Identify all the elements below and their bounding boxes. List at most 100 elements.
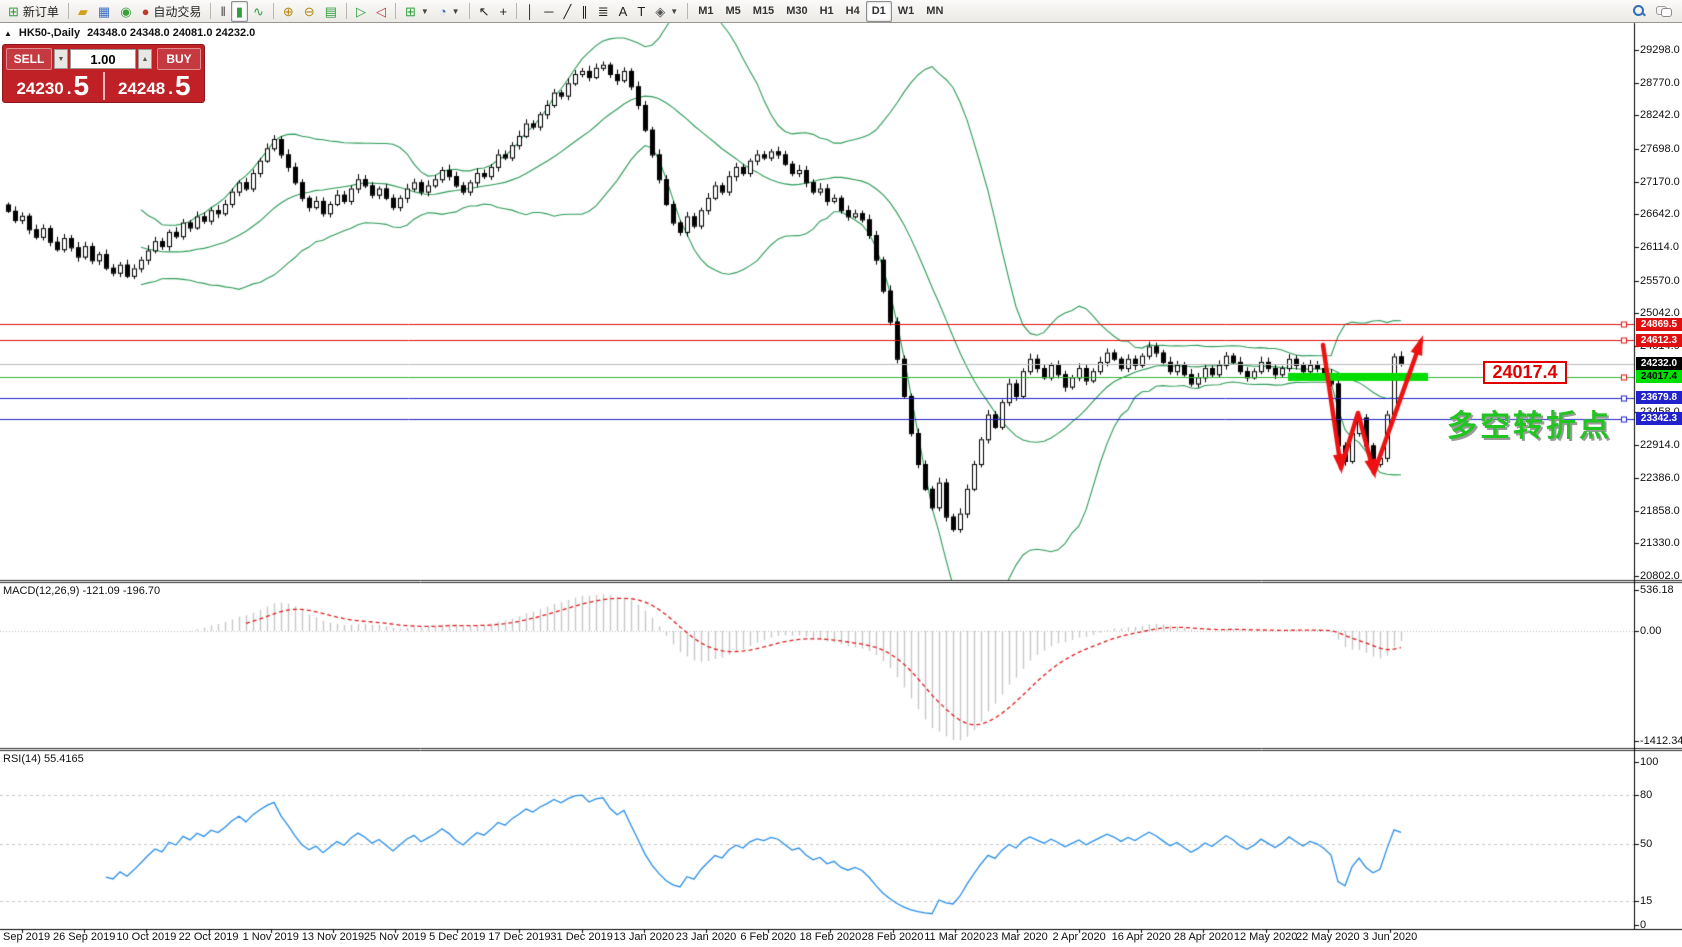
price-axis-tick: 22386.0	[1640, 471, 1680, 484]
new-order-button-label: 新订单	[22, 4, 59, 19]
date-axis-label: 25 Nov 2019	[363, 931, 427, 943]
date-axis-label: 18 Feb 2020	[799, 931, 862, 943]
timeframe-w1[interactable]: W1	[897, 5, 915, 17]
line-chart-icon-glyph: ∿	[252, 3, 264, 19]
crosshair-icon[interactable]: +	[495, 1, 513, 22]
macd-axis-tick: 536.18	[1640, 584, 1674, 596]
date-axis-label: 31 Dec 2019	[550, 931, 613, 943]
date-axis-label: 17 Dec 2019	[488, 931, 551, 943]
line-chart-icon[interactable]: ∿	[248, 1, 269, 22]
price-level-badge: 24612.3	[1636, 333, 1682, 347]
signal-icon[interactable]: ◉	[115, 1, 136, 22]
chat-icon[interactable]	[1656, 5, 1672, 17]
label-tool-icon[interactable]: T	[632, 1, 650, 22]
volume-decrease-button[interactable]: ▼	[54, 49, 68, 69]
volume-increase-button[interactable]: ▲	[138, 49, 152, 69]
toolbar-right-group	[1633, 4, 1672, 18]
date-axis-label: 28 Apr 2020	[1173, 931, 1234, 943]
timeframe-mn[interactable]: MN	[926, 5, 944, 17]
date-axis-label: 10 Oct 2019	[116, 931, 177, 943]
timeframe-m5[interactable]: M5	[725, 5, 741, 17]
cursor-icon[interactable]: ↖	[474, 1, 495, 22]
auto-arrange-icon[interactable]: ▷	[351, 1, 371, 22]
date-axis-label: 13 Nov 2019	[301, 931, 365, 943]
chart-title: ▲ HK50-,Daily 24348.0 24348.0 24081.0 24…	[4, 27, 255, 39]
tile-windows-icon[interactable]: ▤	[320, 1, 342, 22]
timeframe-m1[interactable]: M1	[698, 5, 714, 17]
toolbar-items: ⊞ 新订单 ▰ ▦ ◉ ● 自动交易 ‖ ▮ ∿ ⊕ ⊖ ▤ ▷ ◁ ⊞ ▼ ◔ ▼ ↖ + │ ─ ╱ ∥ ≣ A T ◈ ▼	[3, 0, 692, 22]
search-icon[interactable]	[1633, 4, 1646, 18]
bar-chart-icon-glyph: ‖	[220, 3, 226, 19]
symbol-dropdown-icon[interactable]: ▲	[4, 28, 12, 38]
price-axis-tick: 26642.0	[1640, 208, 1680, 221]
toolbar-separator	[345, 3, 347, 19]
shapes-tool-icon-dropdown-caret[interactable]: ▼	[670, 6, 679, 16]
zoom-in-icon-glyph: ⊕	[282, 3, 294, 19]
zoom-out-icon[interactable]: ⊖	[299, 1, 320, 22]
auto-trading-button-glyph: ●	[141, 3, 150, 19]
trade-widget-header: SELL ▼ 1.00 ▲ BUY	[3, 45, 204, 70]
timeframe-m15[interactable]: M15	[752, 5, 775, 17]
buy-price[interactable]: 24248 . 5	[105, 70, 205, 102]
auto-arrange-icon-glyph: ▷	[355, 3, 366, 19]
timeframe-h1[interactable]: H1	[819, 5, 834, 17]
candlestick-chart-icon[interactable]: ▮	[230, 0, 248, 22]
market-watch-icon[interactable]: ▰	[73, 1, 93, 22]
arrange-windows-icon-glyph: ◁	[375, 3, 386, 19]
toolbar-separator	[516, 3, 518, 19]
add-indicator-button-glyph: ⊞	[404, 3, 416, 19]
sell-button[interactable]: SELL	[6, 48, 52, 70]
price-axis-tick: 25042.0	[1640, 307, 1680, 320]
price-level-badge: 23679.8	[1636, 391, 1682, 405]
date-axis-label: 11 Mar 2020	[924, 931, 986, 943]
zoom-in-icon[interactable]: ⊕	[278, 1, 299, 22]
timeframe-h4[interactable]: H4	[845, 5, 860, 17]
price-level-badge: 24017.4	[1636, 370, 1682, 384]
add-indicator-button[interactable]: ⊞ ▼	[400, 1, 434, 22]
text-tool-icon-glyph: A	[618, 3, 628, 19]
new-order-button[interactable]: ⊞ 新订单	[3, 1, 64, 22]
signal-icon-glyph: ◉	[120, 3, 132, 19]
zoom-out-icon-glyph: ⊖	[303, 3, 315, 19]
date-axis-label: 6 Sep 2019	[0, 931, 51, 943]
rsi-axis-tick: 100	[1640, 756, 1659, 768]
trendline-icon[interactable]: ╱	[558, 1, 576, 22]
timeframe-m30[interactable]: M30	[786, 5, 808, 17]
vertical-line-icon[interactable]: │	[521, 1, 539, 22]
arrange-windows-icon[interactable]: ◁	[371, 1, 391, 22]
timeframe-buttons: M1 M5 M15 M30 H1 H4 D1 W1 MN	[692, 0, 949, 22]
buy-button[interactable]: BUY	[157, 48, 201, 70]
fibonacci-icon[interactable]: ≣	[593, 1, 614, 22]
sell-price[interactable]: 24230 . 5	[3, 70, 103, 102]
period-clock-button[interactable]: ◔ ▼	[434, 1, 465, 22]
equidistant-channel-icon[interactable]: ∥	[576, 1, 593, 22]
equidistant-channel-icon-glyph: ∥	[581, 3, 588, 19]
add-indicator-button-dropdown-caret[interactable]: ▼	[420, 6, 429, 16]
crosshair-icon-glyph: +	[499, 3, 508, 19]
chinese-annotation-text[interactable]: 多空转折点	[1447, 410, 1612, 443]
price-level-badge: 23342.3	[1636, 412, 1682, 426]
toolbar-separator	[468, 3, 470, 19]
auto-trading-button[interactable]: ● 自动交易	[137, 1, 207, 22]
market-watch-icon-glyph: ▰	[77, 3, 88, 19]
price-callout-box[interactable]: 24017.4	[1483, 361, 1567, 384]
date-axis-label: 16 Apr 2020	[1111, 931, 1171, 943]
period-clock-button-dropdown-caret[interactable]: ▼	[451, 6, 460, 16]
timeframe-d1[interactable]: D1	[865, 0, 892, 22]
label-tool-icon-glyph: T	[637, 3, 646, 19]
one-click-trading-widget: SELL ▼ 1.00 ▲ BUY 24230 . 5 24248 . 5	[2, 44, 205, 103]
date-axis-label: 2 Apr 2020	[1052, 931, 1106, 943]
text-tool-icon[interactable]: A	[614, 1, 633, 22]
date-axis-label: 26 Sep 2019	[52, 931, 116, 943]
toolbar-separator	[394, 3, 396, 19]
bar-chart-icon[interactable]: ‖	[215, 1, 230, 22]
shapes-tool-icon[interactable]: ◈ ▼	[650, 1, 683, 22]
volume-input[interactable]: 1.00	[70, 49, 136, 69]
toolbar-separator	[272, 3, 274, 19]
horizontal-line-icon[interactable]: ─	[539, 1, 558, 22]
rsi-axis-tick: 0	[1640, 919, 1647, 932]
price-level-badge: 24232.0	[1636, 357, 1682, 371]
charts-window-icon[interactable]: ▦	[93, 1, 115, 22]
sell-price-frac: 5	[73, 70, 90, 101]
